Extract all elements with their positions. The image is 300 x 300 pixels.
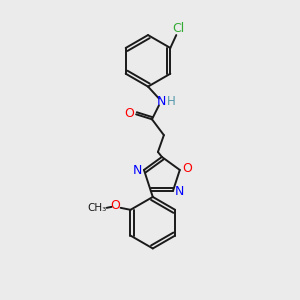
Text: CH₃: CH₃: [87, 203, 106, 213]
Text: N: N: [157, 95, 167, 108]
Text: N: N: [132, 164, 142, 177]
Text: O: O: [111, 199, 121, 212]
Text: O: O: [124, 107, 134, 120]
Text: H: H: [167, 95, 175, 108]
Text: N: N: [175, 185, 184, 199]
Text: O: O: [182, 163, 192, 176]
Text: Cl: Cl: [172, 22, 184, 34]
